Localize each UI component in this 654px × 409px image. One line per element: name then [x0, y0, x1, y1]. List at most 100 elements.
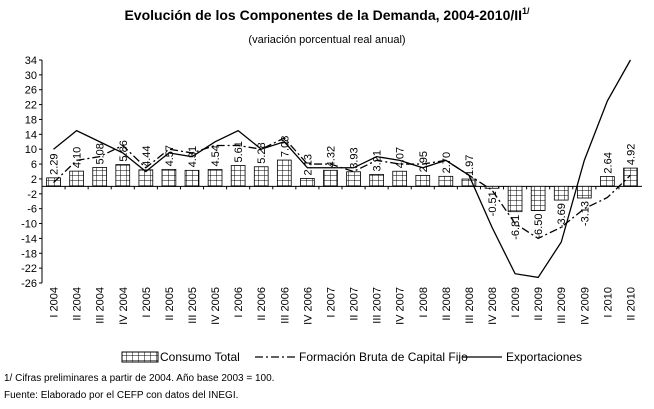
- bar: [253, 166, 269, 187]
- bar: [461, 178, 477, 187]
- y-tick-label: -10: [21, 219, 37, 231]
- x-tick-label: II 2005: [164, 287, 176, 321]
- bar: [207, 169, 223, 187]
- value-label: 5.86: [118, 140, 130, 161]
- x-tick-label: III 2009: [556, 287, 568, 324]
- x-tick-label: II 2006: [256, 287, 268, 321]
- value-label: -6.50: [533, 214, 545, 239]
- x-tick-label: I 2005: [141, 287, 153, 318]
- x-tick-label: III 2004: [95, 287, 107, 324]
- value-label: 4.32: [325, 146, 337, 167]
- bar: [276, 159, 292, 187]
- x-tick-label: IV 2006: [302, 287, 314, 325]
- value-label: 4.92: [625, 144, 637, 165]
- bar: [115, 164, 131, 187]
- chart-subtitle: (variación porcentual real anual): [248, 34, 405, 46]
- bar: [369, 174, 384, 187]
- bar: [415, 175, 431, 187]
- y-tick-label: 30: [25, 70, 37, 82]
- x-tick-label: III 2008: [464, 287, 476, 324]
- value-label: 5.61: [233, 141, 245, 162]
- value-label: -3.69: [556, 203, 568, 228]
- x-tick-label: IV 2009: [579, 287, 591, 325]
- note: Fuente: Elaborado por el CEFP con datos …: [4, 390, 238, 401]
- value-label: 1.97: [464, 155, 476, 176]
- bar: [161, 168, 177, 187]
- bar: [576, 185, 592, 199]
- chart-title: Evolución de los Componentes de la Deman…: [124, 6, 530, 23]
- y-tick-label: -18: [21, 248, 37, 260]
- y-tick-label: 22: [25, 100, 37, 112]
- x-tick-label: I 2007: [325, 287, 337, 318]
- value-label: 2.29: [49, 153, 61, 174]
- y-tick-label: -6: [27, 204, 37, 216]
- y-tick-label: -22: [21, 263, 37, 275]
- bar: [484, 185, 500, 189]
- x-tick-label: IV 2004: [118, 287, 130, 325]
- line: [53, 59, 632, 279]
- y-tick-label: 14: [25, 129, 37, 141]
- x-tick-label: I 2004: [49, 287, 61, 318]
- y-tick-label: 34: [25, 55, 37, 67]
- bar: [323, 169, 338, 187]
- bar: [438, 175, 454, 187]
- bar: [300, 178, 315, 187]
- bar: [530, 185, 546, 211]
- bar: [346, 171, 361, 187]
- x-tick-label: II 2004: [72, 287, 84, 321]
- y-tick-label: 2: [31, 174, 37, 186]
- value-label: 4.54: [210, 145, 222, 166]
- x-tick-label: II 2008: [441, 287, 453, 321]
- value-label: -0.51: [487, 191, 499, 216]
- legend-label: Exportaciones: [506, 350, 582, 364]
- bar: [623, 167, 638, 187]
- x-tick-label: IV 2007: [395, 287, 407, 325]
- value-label: 3.93: [349, 147, 361, 168]
- legend-label: Formación Bruta de Capital Fijo: [299, 350, 468, 364]
- value-label: 4.44: [141, 145, 153, 166]
- value-label: 7.08: [279, 136, 291, 157]
- value-label: 5.28: [256, 142, 268, 163]
- value-label: 4.07: [395, 147, 407, 168]
- x-tick-label: I 2008: [418, 287, 430, 318]
- y-tick-label: 10: [25, 144, 37, 156]
- bar: [92, 167, 108, 187]
- title-text: Evolución de los Componentes de la Deman…: [124, 7, 522, 23]
- y-tick-label: 18: [25, 114, 37, 126]
- value-label: -3.13: [579, 201, 591, 226]
- note: 1/ Cifras preliminares a partir de 2004.…: [4, 373, 274, 384]
- y-tick-label: -2: [27, 189, 37, 201]
- x-tick-label: I 2006: [233, 287, 245, 318]
- y-tick-label: 6: [31, 159, 37, 171]
- value-label: 5.08: [95, 143, 107, 164]
- legend-label: Consumo Total: [160, 350, 240, 364]
- x-tick-label: II 2010: [625, 287, 637, 321]
- y-tick-label: -14: [21, 233, 37, 245]
- x-tick-label: I 2010: [602, 287, 614, 318]
- bar: [600, 176, 615, 187]
- value-label: 2.95: [418, 151, 430, 172]
- x-tick-label: II 2007: [349, 287, 361, 321]
- x-tick-label: III 2007: [372, 287, 384, 324]
- title-sup: 1/: [522, 6, 530, 16]
- y-tick-label: -26: [21, 278, 37, 290]
- value-label: 2.70: [441, 152, 453, 173]
- x-tick-label: III 2006: [279, 287, 291, 324]
- bar: [507, 185, 523, 213]
- bar: [392, 170, 408, 187]
- value-label: 4.10: [72, 147, 84, 168]
- bar: [138, 169, 154, 187]
- x-tick-label: I 2009: [510, 287, 522, 318]
- bar: [230, 165, 246, 187]
- x-tick-label: II 2009: [533, 287, 545, 321]
- value-label: 2.13: [302, 154, 314, 175]
- legend-swatch: [121, 351, 159, 363]
- bar: [553, 185, 569, 201]
- bar: [69, 170, 84, 187]
- bar: [184, 169, 200, 187]
- value-label: 2.64: [602, 152, 614, 173]
- x-tick-label: IV 2008: [487, 287, 499, 325]
- x-tick-label: IV 2005: [210, 287, 222, 325]
- x-tick-label: III 2005: [187, 287, 199, 324]
